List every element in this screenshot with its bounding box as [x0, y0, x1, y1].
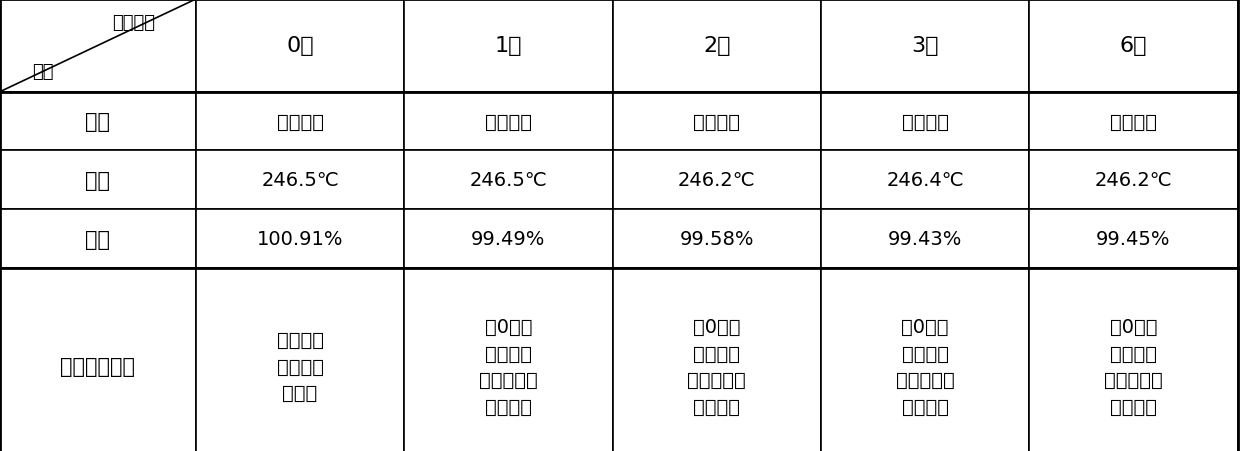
Text: 熔点: 熔点	[86, 170, 110, 190]
Bar	[196, 92, 404, 151]
Bar	[1029, 0, 1238, 92]
Text: 246.5℃: 246.5℃	[470, 171, 547, 190]
Text: 3月: 3月	[911, 36, 939, 56]
Text: 白色粉末: 白色粉末	[693, 112, 740, 131]
Bar	[196, 210, 404, 268]
Bar	[0, 0, 196, 92]
Bar	[0, 268, 196, 451]
Bar	[196, 268, 404, 451]
Text: 与0月比
较略有降
解，未超过
规定限度: 与0月比 较略有降 解，未超过 规定限度	[895, 318, 955, 415]
Bar	[0, 92, 196, 151]
Text: 白色粉末: 白色粉末	[485, 112, 532, 131]
Text: 246.4℃: 246.4℃	[887, 171, 963, 190]
Bar	[404, 0, 613, 92]
Text: 与0月比
较略有降
解，未超过
规定限度: 与0月比 较略有降 解，未超过 规定限度	[479, 318, 538, 415]
Text: 246.2℃: 246.2℃	[678, 171, 755, 190]
Bar	[613, 210, 821, 268]
Text: 色谱降解产物: 色谱降解产物	[61, 356, 135, 377]
Text: 性能: 性能	[32, 63, 53, 81]
Bar	[196, 151, 404, 210]
Text: 白色粉末: 白色粉末	[901, 112, 949, 131]
Text: 杂质斑点
量小于对
照斑点: 杂质斑点 量小于对 照斑点	[277, 331, 324, 402]
Bar	[613, 92, 821, 151]
Text: 6月: 6月	[1120, 36, 1147, 56]
Bar	[1029, 268, 1238, 451]
Bar	[821, 92, 1029, 151]
Text: 99.45%: 99.45%	[1096, 230, 1171, 249]
Text: 白色粉末: 白色粉末	[277, 112, 324, 131]
Bar	[613, 268, 821, 451]
Bar	[0, 210, 196, 268]
Text: 贮存时间: 贮存时间	[112, 14, 155, 32]
Bar	[1029, 92, 1238, 151]
Text: 100.91%: 100.91%	[257, 230, 343, 249]
Bar	[196, 0, 404, 92]
Bar	[404, 268, 613, 451]
Text: 与0月比
较略有降
解，未超过
规定限度: 与0月比 较略有降 解，未超过 规定限度	[687, 318, 746, 415]
Text: 99.58%: 99.58%	[680, 230, 754, 249]
Bar	[404, 92, 613, 151]
Text: 0月: 0月	[286, 36, 314, 56]
Bar	[821, 210, 1029, 268]
Bar	[404, 151, 613, 210]
Text: 99.49%: 99.49%	[471, 230, 546, 249]
Text: 含量: 含量	[86, 229, 110, 249]
Text: 246.5℃: 246.5℃	[262, 171, 339, 190]
Bar	[821, 0, 1029, 92]
Bar	[1029, 151, 1238, 210]
Bar	[0, 151, 196, 210]
Bar	[404, 210, 613, 268]
Text: 246.2℃: 246.2℃	[1095, 171, 1172, 190]
Text: 与0月比
较略有降
解，未超过
规定限度: 与0月比 较略有降 解，未超过 规定限度	[1104, 318, 1163, 415]
Bar	[1029, 210, 1238, 268]
Text: 性状: 性状	[86, 112, 110, 132]
Bar	[821, 151, 1029, 210]
Bar	[613, 0, 821, 92]
Bar	[613, 151, 821, 210]
Bar	[821, 268, 1029, 451]
Text: 1月: 1月	[495, 36, 522, 56]
Text: 2月: 2月	[703, 36, 730, 56]
Text: 白色粉末: 白色粉末	[1110, 112, 1157, 131]
Text: 99.43%: 99.43%	[888, 230, 962, 249]
